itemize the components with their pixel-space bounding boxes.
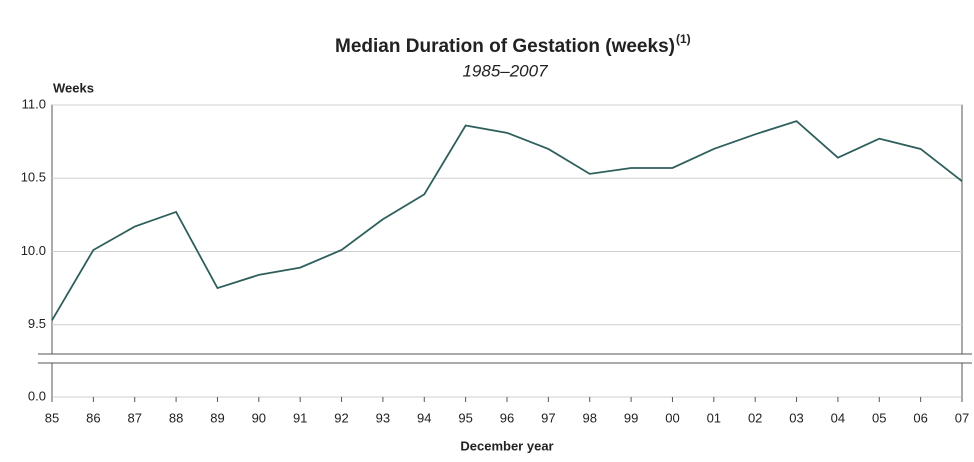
x-tick-label: 89 — [210, 410, 224, 425]
x-tick-label: 98 — [582, 410, 596, 425]
x-tick-label: 86 — [86, 410, 100, 425]
y-tick-label: 10.0 — [21, 243, 46, 258]
x-tick-label: 87 — [127, 410, 141, 425]
x-axis-label: December year — [460, 438, 553, 453]
x-tick-label: 94 — [417, 410, 431, 425]
title-note: (1) — [676, 32, 691, 46]
x-tick-label: 04 — [831, 410, 845, 425]
x-tick-label: 03 — [789, 410, 803, 425]
x-tick-label: 01 — [707, 410, 721, 425]
plot-area-lower — [51, 362, 963, 398]
data-line — [51, 120, 963, 321]
plot-area-upper — [51, 104, 963, 355]
y-tick-label: 10.5 — [21, 170, 46, 185]
x-tick-label: 02 — [748, 410, 762, 425]
chart-title: Median Duration of Gestation (weeks) — [335, 36, 675, 57]
x-tick-label: 85 — [45, 410, 59, 425]
x-tick-label: 96 — [500, 410, 514, 425]
y-axis-label: Weeks — [53, 80, 94, 95]
x-tick-label: 07 — [955, 410, 969, 425]
x-tick-label: 95 — [458, 410, 472, 425]
x-tick-label: 91 — [293, 410, 307, 425]
y-tick-label: 11.0 — [22, 96, 46, 111]
x-tick-label: 06 — [913, 410, 927, 425]
x-tick-label: 99 — [624, 410, 638, 425]
x-tick-label: 93 — [376, 410, 390, 425]
x-tick-label: 92 — [334, 410, 348, 425]
x-tick-label: 97 — [541, 410, 555, 425]
x-tick-label: 88 — [169, 410, 183, 425]
chart-subtitle: 1985–2007 — [462, 61, 548, 80]
x-tick-label: 00 — [665, 410, 679, 425]
y-tick-label: 9.5 — [28, 316, 46, 331]
x-tick-label: 05 — [872, 410, 886, 425]
y-tick-label: 0.0 — [28, 388, 46, 403]
x-tick-label: 90 — [252, 410, 266, 425]
